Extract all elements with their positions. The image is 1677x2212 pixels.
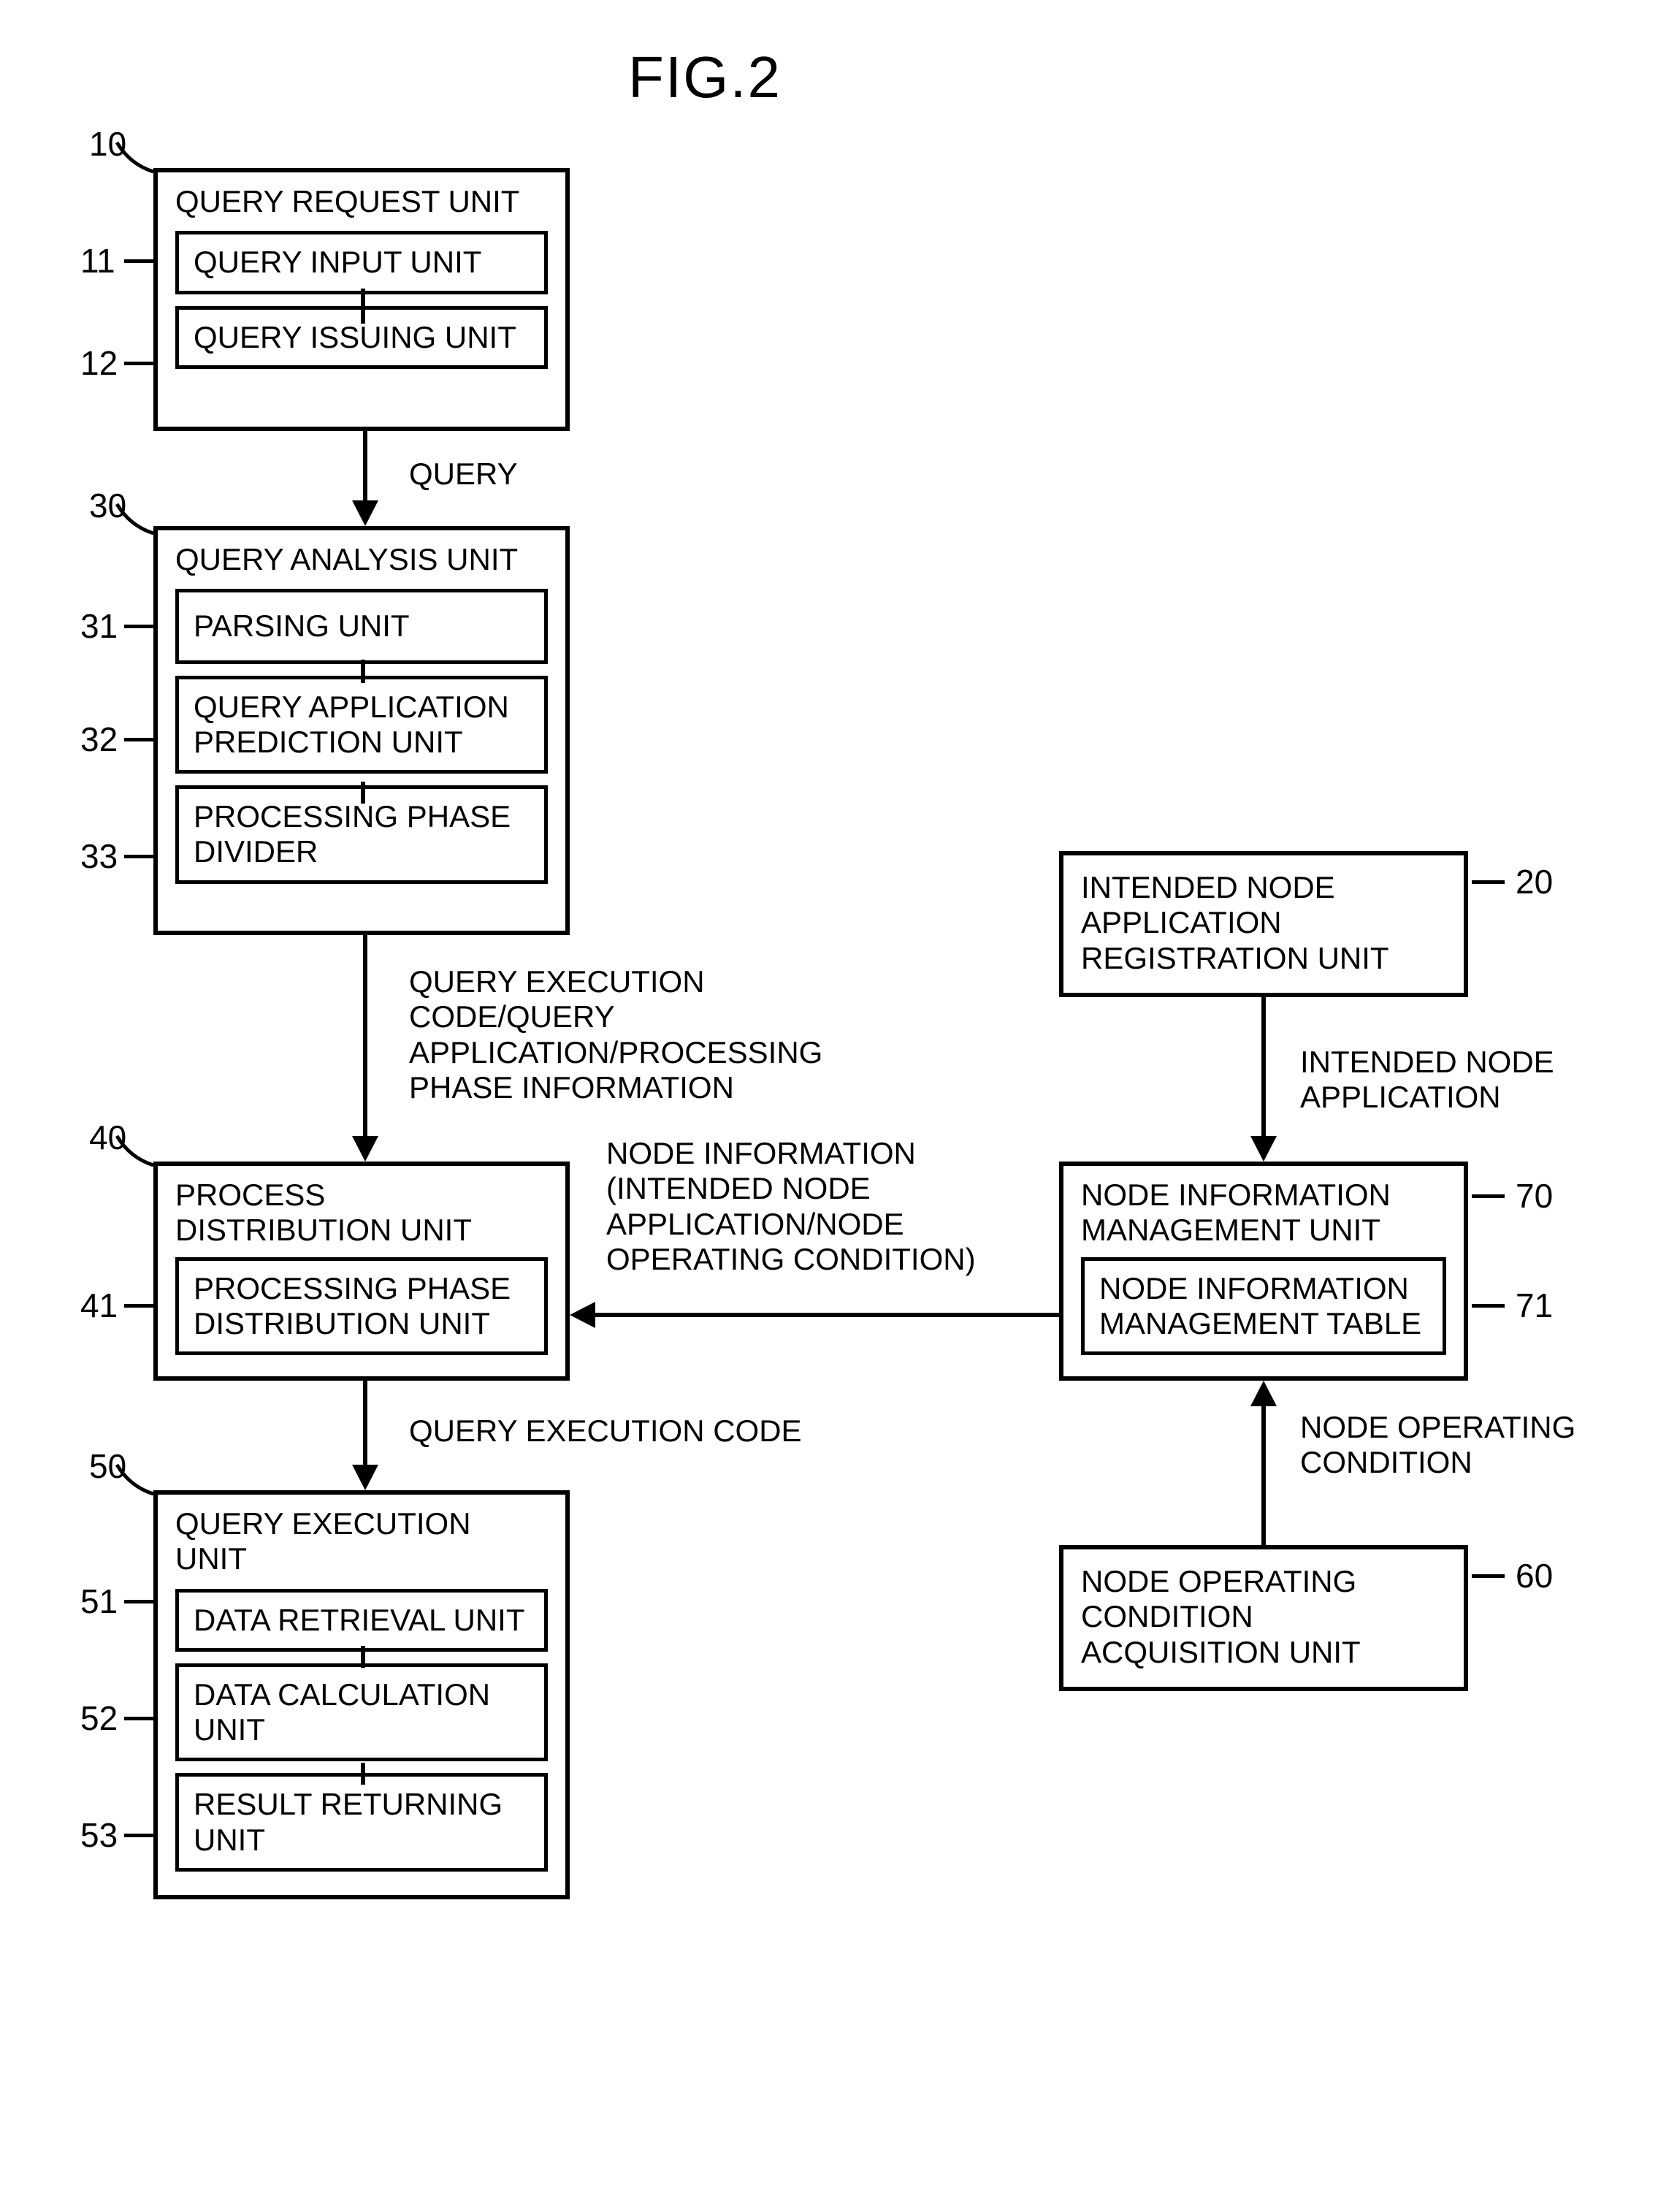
ref-52: 52	[80, 1698, 118, 1738]
conn-31-32	[361, 660, 365, 683]
conn-51-52	[361, 1646, 365, 1668]
arrow-70-40	[570, 1293, 1059, 1337]
block-title-40: PROCESS DISTRIBUTION UNIT	[158, 1166, 565, 1251]
ref-tick-53	[124, 1834, 153, 1837]
edge-label-query: QUERY	[409, 457, 518, 492]
ref-tick-41	[124, 1304, 153, 1308]
ref-12: 12	[80, 343, 118, 383]
ref-tick-32	[124, 738, 153, 741]
ref-tick-12	[124, 362, 153, 365]
inner-parsing-unit: PARSING UNIT	[175, 589, 548, 663]
ref-tick-11	[124, 259, 153, 263]
ref-32: 32	[80, 720, 118, 759]
arrow-30-40	[343, 935, 387, 1162]
inner-result-returning: RESULT RETURNING UNIT	[175, 1773, 548, 1872]
block-title-50: QUERY EXECUTION UNIT	[158, 1495, 565, 1583]
block-process-distribution-unit: PROCESS DISTRIBUTION UNIT PROCESSING PHA…	[153, 1162, 570, 1381]
ref-51: 51	[80, 1582, 118, 1621]
conn-52-53	[361, 1763, 365, 1785]
edge-label-node-op-cond: NODE OPERATING CONDITION	[1300, 1410, 1592, 1481]
block-node-operating-condition-acq: NODE OPERATING CONDITION ACQUISITION UNI…	[1059, 1545, 1468, 1691]
inner-query-app-prediction: QUERY APPLICATION PREDICTION UNIT	[175, 676, 548, 774]
edge-label-qcode: QUERY EXECUTION CODE	[409, 1414, 802, 1449]
inner-processing-phase-distribution: PROCESSING PHASE DISTRIBUTION UNIT	[175, 1257, 548, 1356]
ref-tick-51	[124, 1600, 153, 1603]
edge-label-node-info: NODE INFORMATION (INTENDED NODE APPLICAT…	[606, 1136, 1030, 1277]
ref-tick-33	[124, 855, 153, 858]
ref-53: 53	[80, 1815, 118, 1855]
ref-70: 70	[1516, 1176, 1553, 1216]
inner-data-retrieval: DATA RETRIEVAL UNIT	[175, 1589, 548, 1652]
figure-title: FIG.2	[628, 44, 782, 111]
ref-tick-70	[1472, 1194, 1505, 1198]
block-intended-node-app-registration: INTENDED NODE APPLICATION REGISTRATION U…	[1059, 851, 1468, 997]
block-query-execution-unit: QUERY EXECUTION UNIT DATA RETRIEVAL UNIT…	[153, 1490, 570, 1899]
ref-tick-71	[1472, 1304, 1505, 1308]
ref-11: 11	[80, 241, 115, 281]
edge-label-intended-app: INTENDED NODE APPLICATION	[1300, 1045, 1592, 1115]
block-title-70: NODE INFORMATION MANAGEMENT UNIT	[1063, 1166, 1464, 1251]
block-query-analysis-unit: QUERY ANALYSIS UNIT PARSING UNIT QUERY A…	[153, 526, 570, 935]
ref-tick-52	[124, 1717, 153, 1720]
ref-20: 20	[1516, 862, 1553, 901]
ref-71: 71	[1516, 1286, 1553, 1325]
inner-node-info-mgmt-table: NODE INFORMATION MANAGEMENT TABLE	[1081, 1257, 1446, 1356]
arrow-20-70	[1242, 997, 1286, 1162]
inner-query-input-unit: QUERY INPUT UNIT	[175, 231, 548, 294]
conn-32-33	[361, 782, 365, 804]
ref-tick-60	[1472, 1574, 1505, 1578]
arrow-60-70	[1242, 1381, 1286, 1545]
ref-60: 60	[1516, 1556, 1553, 1595]
block-node-info-mgmt-unit: NODE INFORMATION MANAGEMENT UNIT NODE IN…	[1059, 1162, 1468, 1381]
ref-33: 33	[80, 836, 118, 876]
ref-tick-31	[124, 625, 153, 628]
conn-11-12	[361, 289, 365, 324]
arrow-10-30	[343, 431, 387, 526]
ref-31: 31	[80, 606, 118, 646]
inner-data-calculation: DATA CALCULATION UNIT	[175, 1663, 548, 1762]
ref-tick-20	[1472, 880, 1505, 884]
edge-label-qexec: QUERY EXECUTION CODE/QUERY APPLICATION/P…	[409, 964, 847, 1105]
block-title-10: QUERY REQUEST UNIT	[158, 172, 565, 225]
arrow-40-50	[343, 1381, 387, 1490]
ref-41: 41	[80, 1286, 118, 1325]
block-title-30: QUERY ANALYSIS UNIT	[158, 530, 565, 583]
